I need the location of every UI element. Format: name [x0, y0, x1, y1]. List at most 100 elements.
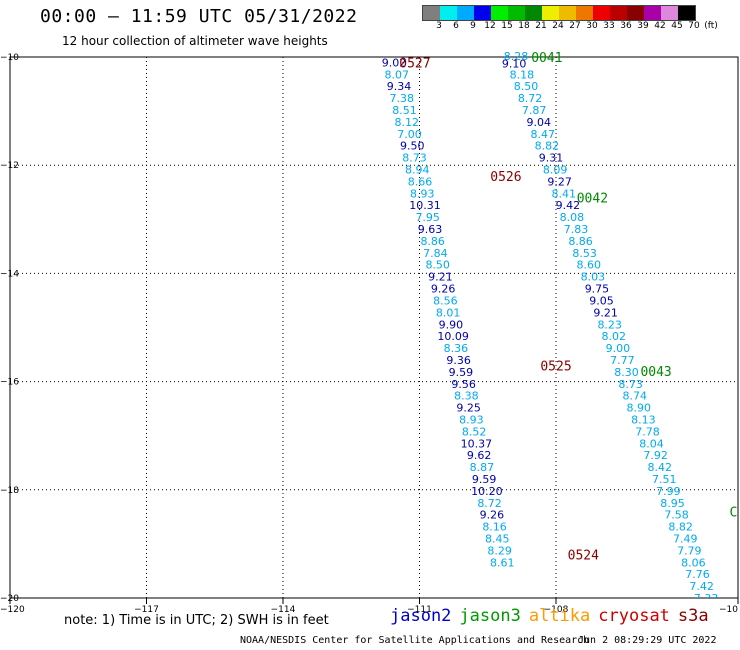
wave-height-point-s3a: 9.26 — [431, 283, 456, 296]
color-swatch — [542, 6, 559, 20]
wave-height-point-s3a: 9.26 — [480, 509, 505, 522]
chart-title: 00:00 — 11:59 UTC 05/31/2022 — [40, 6, 358, 27]
x-tick-label: −120 — [0, 605, 25, 615]
color-swatch — [474, 6, 491, 20]
chart-subtitle: 12 hour collection of altimeter wave hei… — [62, 34, 328, 48]
wave-height-point-s3a: 9.56 — [451, 378, 476, 391]
color-scale-label: 21 — [535, 21, 547, 31]
color-scale-label: 24 — [552, 21, 564, 31]
wave-height-point-jason3: 9.75 — [585, 283, 610, 296]
wave-height-point-s3a: 8.07 — [385, 68, 410, 81]
wave-height-point-jason3: 9.04 — [526, 116, 551, 129]
color-scale-label: 45 — [671, 21, 683, 31]
color-swatch — [525, 6, 542, 20]
legend-item-cryosat: cryosat — [598, 606, 670, 626]
wave-height-point-jason3: 8.18 — [510, 68, 535, 81]
color-scale-label: 42 — [654, 21, 666, 31]
pass-label-s3a: 0524 — [568, 549, 599, 564]
wave-height-point-jason3: 8.95 — [660, 497, 685, 510]
pass-label-s3a: 0527 — [399, 56, 430, 71]
pass-label-s3a: 0525 — [540, 359, 571, 374]
legend-item-jason3: jason3 — [459, 606, 521, 626]
wave-height-point-s3a: 7.00 — [397, 128, 422, 141]
wave-height-point-jason3: 9.31 — [539, 152, 564, 165]
wave-height-point-s3a: 8.73 — [402, 152, 427, 165]
color-scale-label: 36 — [620, 21, 632, 31]
wave-height-point-s3a: 9.62 — [467, 449, 492, 462]
color-scale-label: 33 — [603, 21, 615, 31]
wave-height-point-jason3: 8.41 — [551, 187, 576, 200]
wave-height-point-s3a: 9.50 — [400, 140, 425, 153]
color-scale-label: 27 — [569, 21, 581, 31]
wave-height-point-s3a: 9.25 — [456, 402, 481, 415]
wave-height-point-s3a: 9.59 — [472, 473, 497, 486]
wave-height-point-jason3: 7.76 — [685, 568, 710, 581]
wave-height-point-jason3: 9.05 — [589, 294, 614, 307]
color-scale-label: 15 — [501, 21, 513, 31]
wave-height-point-jason3: 9.42 — [556, 199, 581, 212]
color-scale-label: 30 — [586, 21, 598, 31]
wave-height-point-s3a: 9.34 — [387, 80, 412, 93]
wave-height-point-jason3: 8.08 — [560, 211, 585, 224]
wave-height-point-s3a: 8.86 — [420, 235, 445, 248]
wave-height-point-s3a: 8.61 — [490, 556, 515, 569]
legend-item-s3a: s3a — [677, 606, 709, 626]
color-scale-bar — [422, 5, 696, 21]
wave-height-point-s3a: 8.52 — [462, 425, 487, 438]
color-swatch — [593, 6, 610, 20]
wave-height-point-jason3: 7.83 — [564, 223, 589, 236]
x-tick-label: −114 — [271, 605, 296, 615]
x-tick-label: −117 — [134, 605, 159, 615]
color-swatch — [559, 6, 576, 20]
wave-height-point-jason3: 8.30 — [614, 366, 639, 379]
wave-height-point-jason3: 8.23 — [597, 318, 622, 331]
wave-height-point-jason3: 7. — [717, 640, 728, 650]
wave-height-point-jason3: 8.90 — [627, 402, 652, 415]
data-points-group: 9.028.079.347.388.518.127.009.508.738.94… — [382, 50, 738, 650]
color-swatch — [440, 6, 457, 20]
wave-height-point-jason3: 8.13 — [631, 413, 656, 426]
wave-height-point-jason3: 7.99 — [656, 485, 681, 498]
legend-item-altika: altika — [528, 606, 591, 626]
wave-height-point-jason3: 8.74 — [622, 390, 647, 403]
wave-height-point-jason3: 8.60 — [577, 259, 602, 272]
wave-height-point-s3a: 9.02 — [382, 56, 407, 69]
color-swatch — [610, 6, 627, 20]
wave-height-point-s3a: 8.01 — [436, 306, 461, 319]
color-swatch — [457, 6, 474, 20]
wave-height-point-jason3: 8.82 — [535, 140, 560, 153]
wave-height-point-s3a: 8.94 — [405, 164, 430, 177]
wave-height-point-s3a: 8.87 — [470, 461, 495, 474]
color-scale-label: 70 — [688, 21, 700, 31]
wave-height-point-jason3: 8.86 — [568, 235, 593, 248]
wave-height-point-s3a: 7.84 — [423, 247, 448, 260]
wave-height-point-s3a: 10.31 — [409, 199, 441, 212]
wave-height-point-s3a: 7.95 — [415, 211, 440, 224]
wave-height-point-s3a: 8.29 — [487, 544, 512, 557]
wave-height-point-jason3: 8.02 — [602, 330, 627, 343]
color-swatch — [627, 6, 644, 20]
wave-height-point-jason3: 8.73 — [618, 378, 643, 391]
footnote: note: 1) Time is in UTC; 2) SWH is in fe… — [64, 613, 329, 628]
pass-label-jason3: 0041 — [531, 51, 562, 66]
plot-frame — [9, 56, 739, 599]
wave-height-point-s3a: 9.90 — [439, 318, 464, 331]
wave-height-point-s3a: 9.21 — [428, 271, 453, 284]
wave-height-point-s3a: 8.93 — [459, 413, 484, 426]
wave-height-point-s3a: 8.72 — [477, 497, 502, 510]
y-tick-label: −16 — [0, 378, 19, 388]
generated-timestamp: Jun 2 08:29:29 UTC 2022 — [578, 635, 717, 646]
wave-height-point-jason3: 8.72 — [518, 92, 543, 105]
wave-height-point-s3a: 8.16 — [482, 521, 507, 534]
wave-height-point-s3a: 10.20 — [471, 485, 503, 498]
y-tick-label: −12 — [0, 161, 19, 171]
wave-height-point-jason3: 7.87 — [522, 104, 547, 117]
pass-label-jason3: 0043 — [640, 365, 671, 380]
color-scale-label: (ft) — [704, 21, 718, 31]
color-scale-label: 9 — [470, 21, 476, 31]
wave-height-point-s3a: 9.59 — [449, 366, 474, 379]
wave-height-point-jason3: 8.82 — [668, 521, 693, 534]
color-swatch — [508, 6, 525, 20]
color-scale-label: 3 — [436, 21, 442, 31]
wave-height-point-s3a: 8.66 — [408, 175, 433, 188]
